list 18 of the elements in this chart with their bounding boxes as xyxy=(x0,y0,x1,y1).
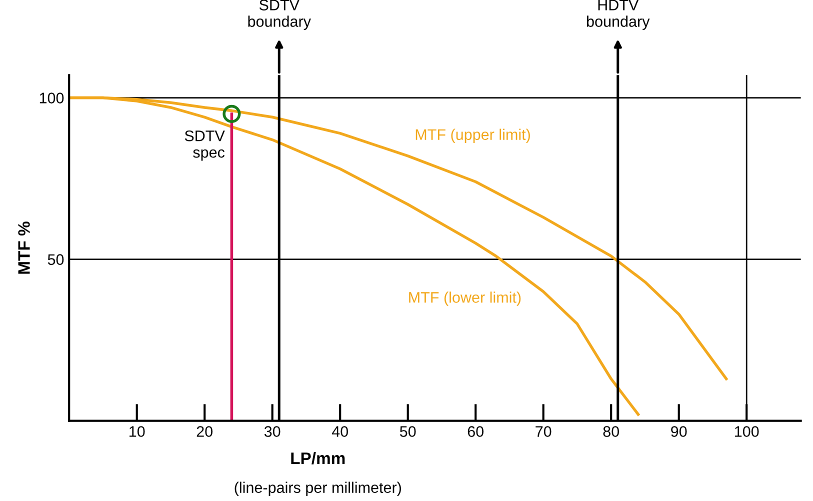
x-tick-label: 80 xyxy=(603,426,620,437)
x-tick-label: 100 xyxy=(735,426,759,437)
x-tick-label: 20 xyxy=(196,426,213,437)
x-tick-label: 50 xyxy=(400,426,416,437)
series-label: MTF (upper limit) xyxy=(416,128,530,143)
x-tick-label: 40 xyxy=(332,426,348,437)
ref-line-label: HDTV boundary xyxy=(587,0,650,30)
text: (line-pairs per millimeter) xyxy=(234,482,401,496)
x-tick-label: 60 xyxy=(468,426,484,437)
ref-line-label: SDTV boundary xyxy=(248,0,311,30)
x-tick-label: 30 xyxy=(264,426,280,437)
annotation: SDTV spec xyxy=(184,130,225,161)
x-tick-label: 70 xyxy=(536,426,552,437)
series-label: MTF (lower limit) xyxy=(409,292,521,306)
y-axis-title: MTF % xyxy=(18,222,30,274)
x-tick-label: 90 xyxy=(671,426,687,437)
x-tick-label: 10 xyxy=(130,426,145,437)
x-axis-title: LP/mm xyxy=(291,452,345,464)
